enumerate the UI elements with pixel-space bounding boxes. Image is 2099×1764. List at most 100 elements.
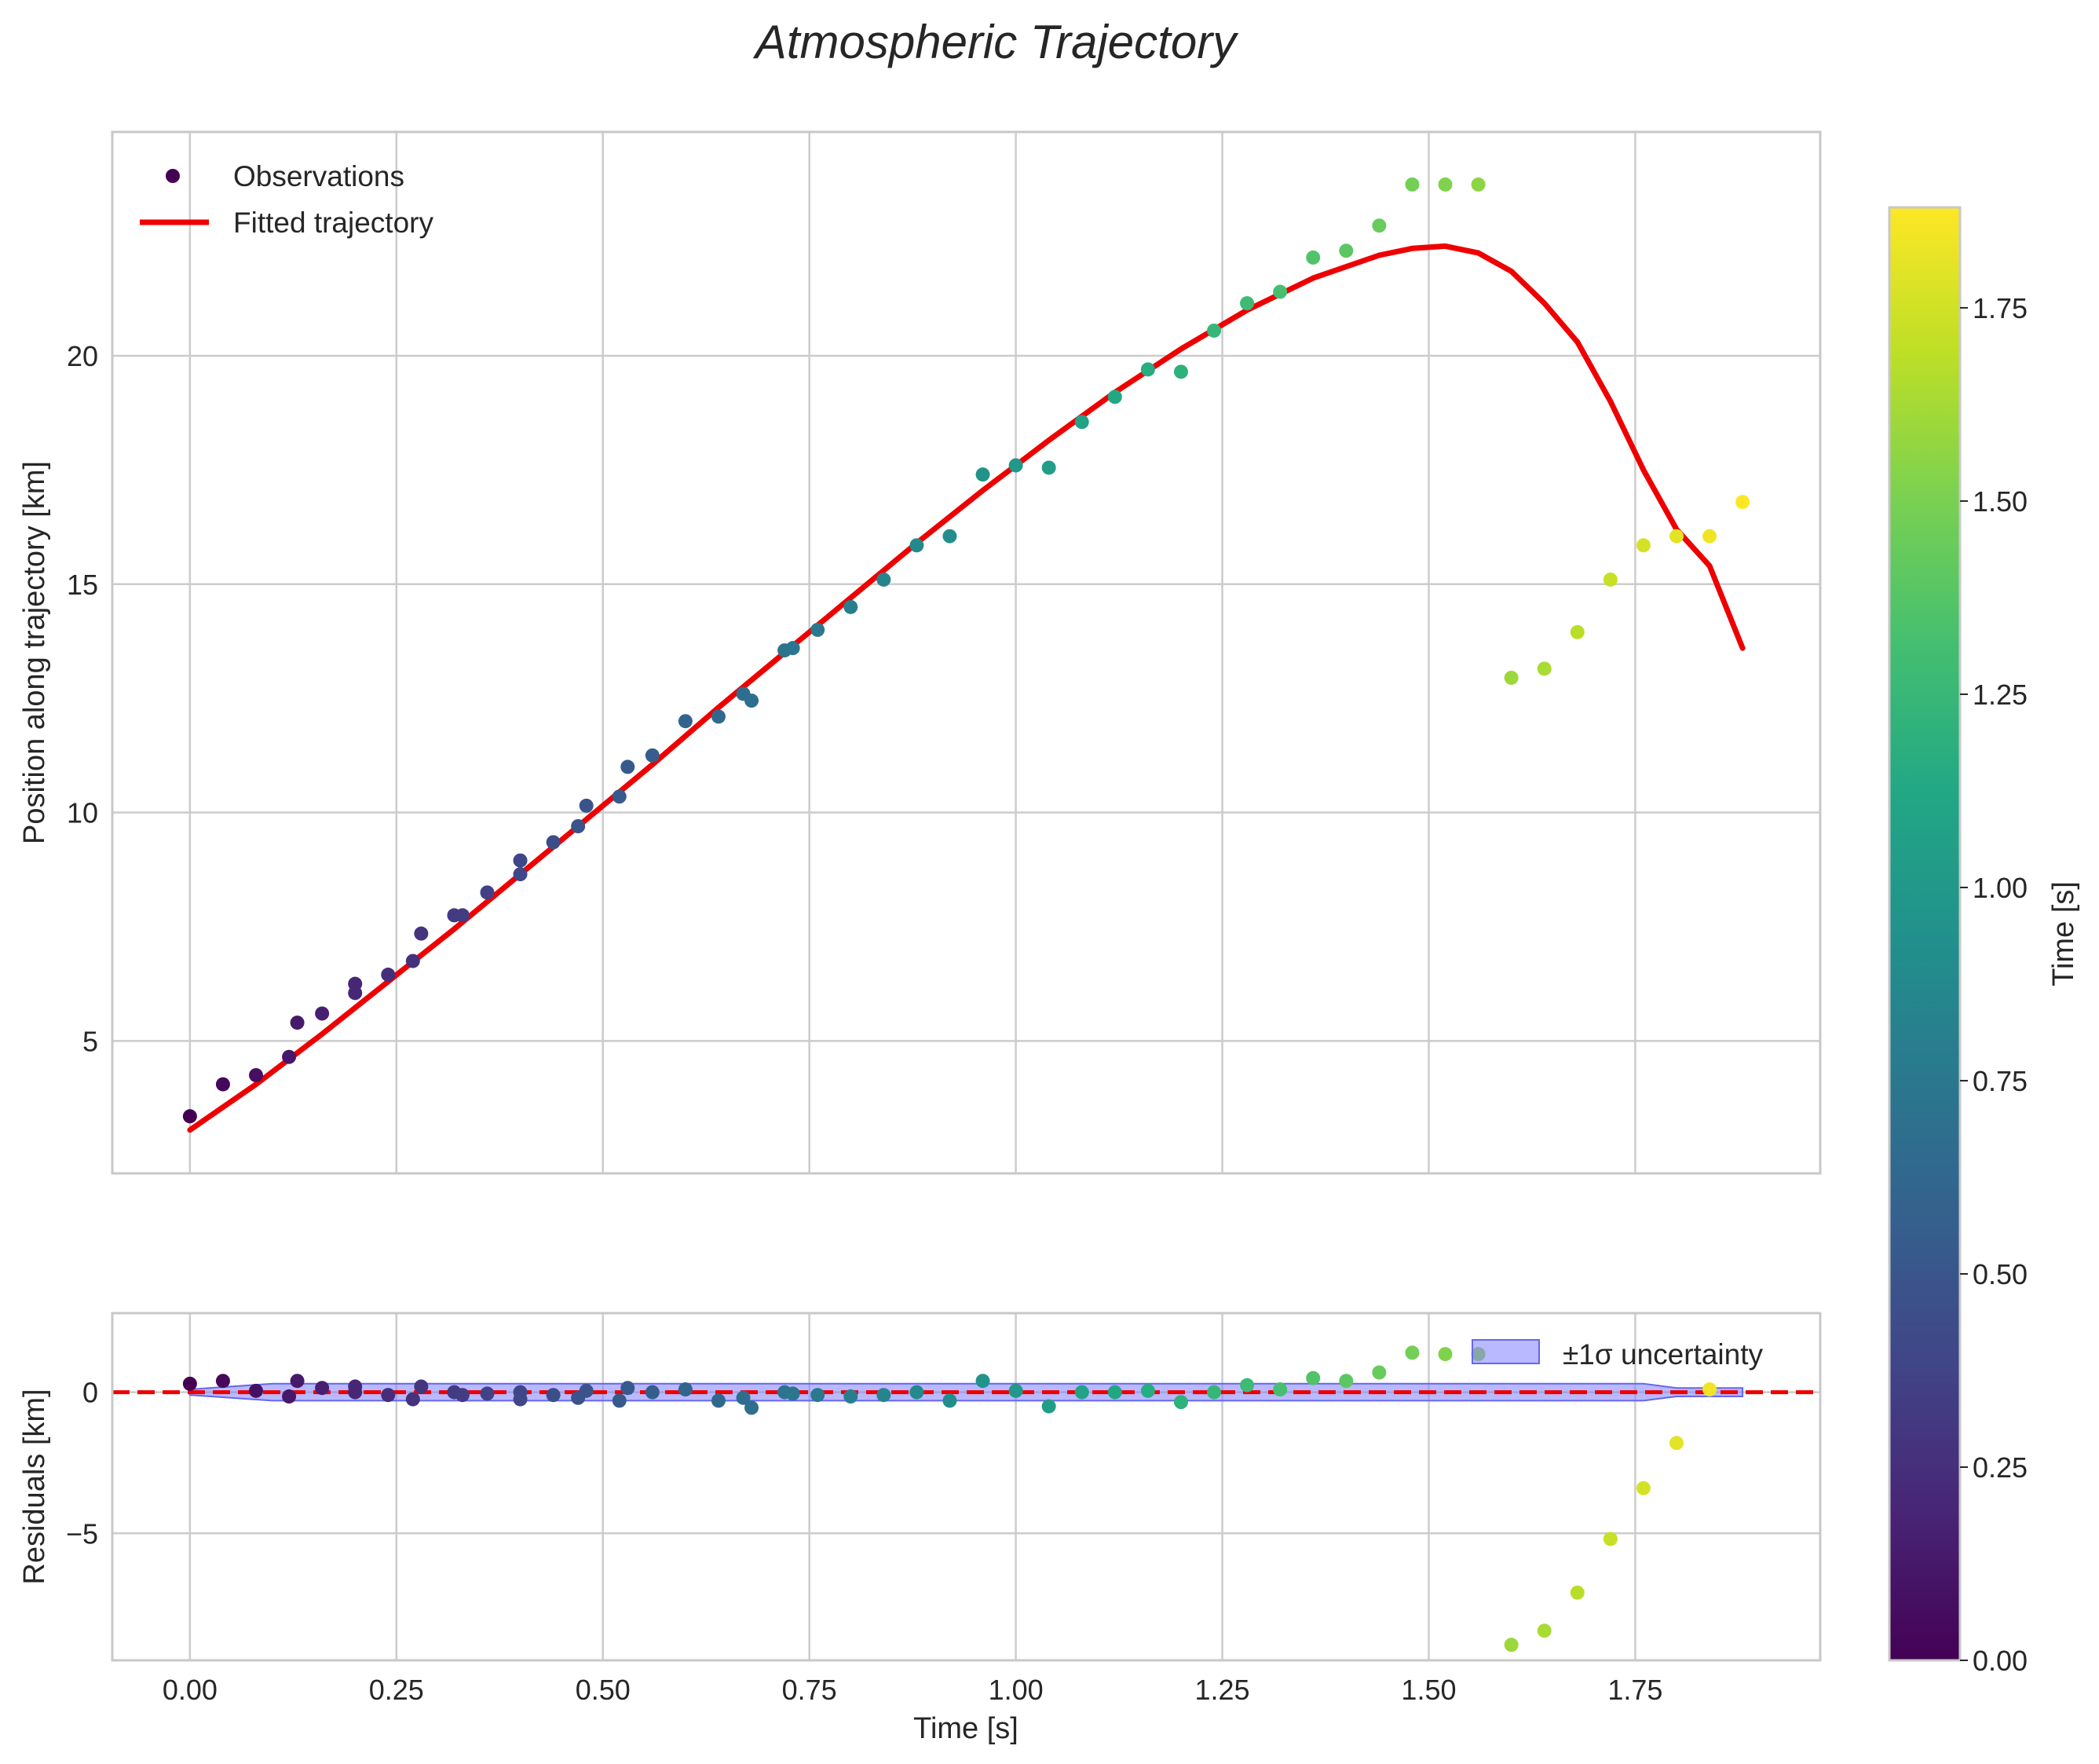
residual-point	[1240, 1378, 1255, 1393]
observation-point	[785, 641, 800, 656]
colorbar-tick-label: 0.25	[1973, 1451, 2028, 1484]
residual-point	[678, 1382, 693, 1397]
chart-title: Atmospheric Trajectory	[753, 16, 1239, 68]
residual-point	[909, 1385, 924, 1400]
residual-point	[1074, 1385, 1089, 1400]
residual-point	[455, 1388, 470, 1403]
observation-point	[480, 885, 495, 900]
fitted-trajectory-line	[187, 243, 1746, 1133]
colorbar-tick-label: 1.25	[1973, 679, 2028, 711]
residual-point	[1207, 1385, 1222, 1400]
main-legend: Observations Fitted trajectory	[140, 160, 433, 239]
observation-point	[182, 1109, 197, 1124]
observation-point	[282, 1049, 297, 1064]
residual-points	[182, 1313, 1743, 1652]
observation-point	[571, 819, 586, 833]
colorbar-tick-label: 0.00	[1973, 1645, 2028, 1677]
x-tick-label: 0.50	[576, 1674, 631, 1706]
observation-point	[1372, 218, 1387, 233]
observation-point	[513, 867, 528, 882]
residuals-y-tick-labels: −5 0	[66, 1377, 98, 1550]
residual-point	[1173, 1395, 1188, 1410]
legend-uncertainty-patch	[1472, 1339, 1540, 1364]
x-tick-label: 1.25	[1195, 1674, 1250, 1706]
colorbar-tick-label: 1.75	[1973, 292, 2028, 324]
residual-point	[1405, 1345, 1420, 1360]
residual-point	[282, 1389, 297, 1404]
observation-point	[1339, 243, 1354, 258]
residual-point	[1140, 1383, 1155, 1398]
residual-point	[579, 1383, 594, 1398]
observation-point	[975, 467, 990, 482]
residuals-y-axis-label: Residuals [km]	[18, 1389, 51, 1584]
residual-point	[1570, 1585, 1585, 1600]
residual-point	[414, 1379, 429, 1394]
residual-point	[1603, 1532, 1618, 1546]
observation-point	[1207, 323, 1222, 338]
residual-point	[546, 1388, 561, 1403]
residual-point	[405, 1392, 420, 1407]
colorbar-gradient	[1888, 206, 1962, 1662]
legend-observations-label: Observations	[233, 160, 404, 192]
residual-point	[290, 1374, 305, 1389]
residual-point	[843, 1389, 858, 1404]
observation-point	[843, 599, 858, 614]
observation-point	[1570, 624, 1585, 639]
x-tick-label: 0.75	[782, 1674, 837, 1706]
main-y-tick-label: 15	[67, 569, 98, 601]
colorbar-tick-label: 1.50	[1973, 485, 2028, 518]
observation-point	[1405, 177, 1420, 192]
observation-point	[1173, 364, 1188, 379]
colorbar-tick-label: 0.75	[1973, 1065, 2028, 1097]
residuals-panel: −5 0 0.00 0.25 0.50 0.75 1.00 1.25 1.50 1.75 Res…	[18, 1312, 1822, 1745]
residual-point	[1702, 1382, 1717, 1397]
observation-point	[1537, 661, 1552, 676]
colorbar-ticks: 0.00 0.25 0.50 0.75 1.00 1.25 1.50 1.75	[1960, 292, 2028, 1677]
observation-point	[381, 968, 396, 983]
residual-point	[975, 1374, 990, 1389]
residual-point	[1636, 1480, 1651, 1495]
x-tick-label: 1.00	[989, 1674, 1044, 1706]
main-y-tick-label: 10	[67, 797, 98, 829]
observation-point	[711, 709, 726, 724]
residual-point	[1306, 1371, 1321, 1385]
residual-point	[315, 1381, 330, 1396]
residual-point	[1438, 1347, 1453, 1362]
observation-point	[1240, 296, 1255, 311]
observation-point	[612, 789, 627, 804]
observation-point	[1041, 460, 1056, 475]
residual-point	[1041, 1399, 1056, 1414]
observation-point	[215, 1077, 230, 1092]
observation-point	[1273, 284, 1288, 299]
residual-point	[645, 1385, 660, 1400]
main-y-tick-label: 5	[82, 1025, 98, 1057]
observation-points	[182, 177, 1750, 1124]
main-grid	[112, 132, 1820, 1173]
legend-fitted-label: Fitted trajectory	[233, 207, 433, 239]
residual-point	[785, 1386, 800, 1401]
x-tick-label: 0.25	[369, 1674, 424, 1706]
observation-point	[405, 953, 420, 968]
observation-point	[744, 694, 759, 708]
observation-point	[249, 1067, 264, 1082]
observation-point	[455, 908, 470, 923]
observation-point	[620, 759, 635, 774]
residual-point	[876, 1388, 891, 1403]
legend-observations-marker	[166, 169, 180, 183]
residual-point	[1107, 1385, 1122, 1400]
observation-point	[1669, 529, 1684, 543]
residual-point	[620, 1381, 635, 1396]
residual-point	[348, 1385, 363, 1400]
residual-point	[1537, 1623, 1552, 1638]
observation-point	[1107, 390, 1122, 404]
observation-point	[1471, 177, 1486, 192]
res-y-tick-label: 0	[82, 1377, 98, 1409]
residual-point	[1669, 1436, 1684, 1451]
observation-point	[1074, 415, 1089, 430]
x-tick-label: 0.00	[163, 1674, 218, 1706]
observation-point	[645, 748, 660, 763]
colorbar-label: Time [s]	[2047, 881, 2080, 986]
residual-point	[810, 1388, 825, 1403]
observation-point	[1438, 177, 1453, 192]
